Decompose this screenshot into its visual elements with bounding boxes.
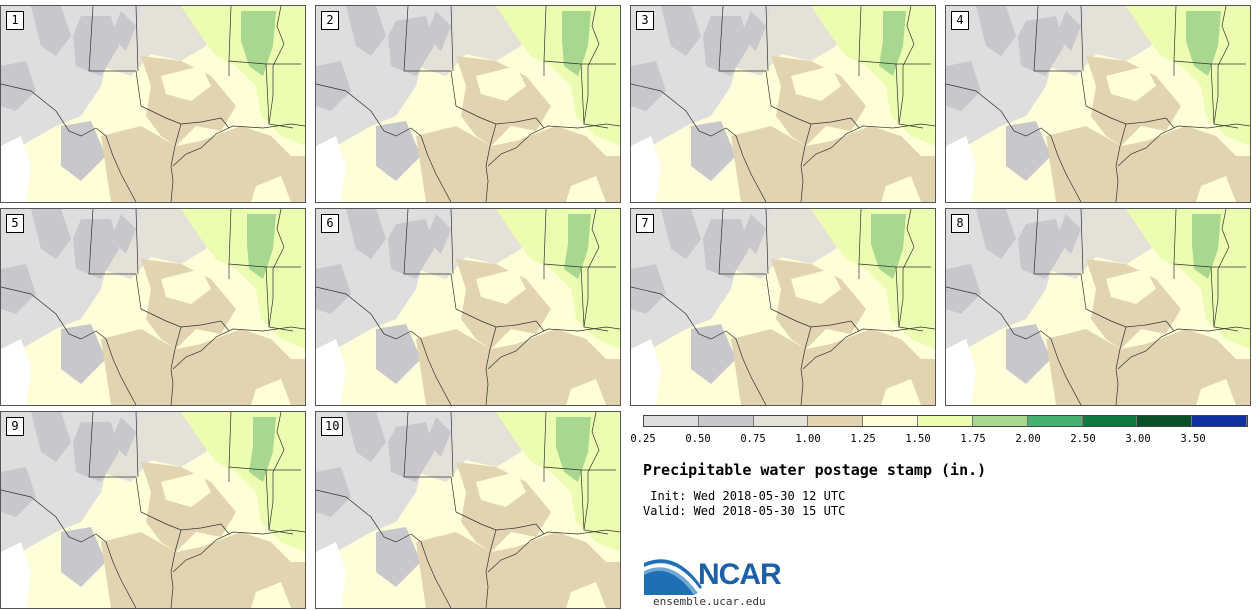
member-number-label: 5 bbox=[6, 214, 24, 233]
legend-swatch bbox=[753, 416, 809, 426]
legend-tick-label: 0.50 bbox=[685, 433, 711, 445]
member-number-label: 6 bbox=[321, 214, 339, 233]
member-number-label: 10 bbox=[321, 417, 344, 436]
member-number-label: 3 bbox=[636, 11, 654, 30]
color-legend: 0.25 0.50 0.75 1.00 1.25 1.50 1.75 2.00 2.50 3.00… bbox=[630, 415, 1248, 455]
precipitable-water-map bbox=[316, 209, 620, 405]
member-number-label: 9 bbox=[6, 417, 24, 436]
valid-time: Valid: Wed 2018-05-30 15 UTC bbox=[643, 504, 846, 518]
legend-swatch bbox=[972, 416, 1028, 426]
legend-swatch bbox=[1137, 416, 1193, 426]
precipitable-water-map bbox=[946, 209, 1250, 405]
legend-tick-label: 1.00 bbox=[795, 433, 821, 445]
member-number-label: 1 bbox=[6, 11, 24, 30]
legend-tick-label: 0.75 bbox=[740, 433, 766, 445]
site-url[interactable]: ensemble.ucar.edu bbox=[653, 595, 766, 608]
precipitable-water-map bbox=[316, 6, 620, 202]
member-panel: 2 bbox=[315, 5, 621, 203]
precipitable-water-map bbox=[316, 412, 620, 608]
legend-tick-label: 1.75 bbox=[960, 433, 986, 445]
legend-swatch bbox=[918, 416, 973, 426]
legend-tick-label: 1.50 bbox=[905, 433, 931, 445]
member-number-label: 4 bbox=[951, 11, 969, 30]
legend-tick-label: 2.50 bbox=[1070, 433, 1096, 445]
member-panel: 6 bbox=[315, 208, 621, 406]
legend-swatch bbox=[1027, 416, 1083, 426]
legend-tick-label: 3.50 bbox=[1180, 433, 1206, 445]
ncar-logo-text: NCAR bbox=[698, 558, 782, 591]
precipitable-water-map bbox=[1, 209, 305, 405]
legend-swatch bbox=[808, 416, 864, 426]
member-number-label: 8 bbox=[951, 214, 969, 233]
init-time: Init: Wed 2018-05-30 12 UTC bbox=[643, 489, 846, 503]
member-number-label: 2 bbox=[321, 11, 339, 30]
member-panel: 10 bbox=[315, 411, 621, 609]
member-panel: 4 bbox=[945, 5, 1251, 203]
member-number-label: 7 bbox=[636, 214, 654, 233]
member-panel: 1 bbox=[0, 5, 306, 203]
ncar-swoosh-icon bbox=[644, 559, 702, 595]
precipitable-water-map bbox=[631, 6, 935, 202]
legend-swatch bbox=[863, 416, 919, 426]
legend-tick-label: 0.25 bbox=[630, 433, 656, 445]
precipitable-water-map bbox=[946, 6, 1250, 202]
chart-title: Precipitable water postage stamp (in.) bbox=[643, 461, 987, 479]
legend-swatch bbox=[1192, 416, 1247, 426]
precipitable-water-map bbox=[1, 412, 305, 608]
member-panel: 5 bbox=[0, 208, 306, 406]
legend-color-bar bbox=[643, 415, 1248, 427]
member-panel: 9 bbox=[0, 411, 306, 609]
legend-tick-label: 2.00 bbox=[1015, 433, 1041, 445]
member-panel: 3 bbox=[630, 5, 936, 203]
legend-swatch bbox=[698, 416, 754, 426]
member-panel: 8 bbox=[945, 208, 1251, 406]
legend-swatch bbox=[1082, 416, 1138, 426]
legend-tick-label: 3.00 bbox=[1125, 433, 1151, 445]
legend-tick-label: 1.25 bbox=[850, 433, 876, 445]
ncar-logo: NCAR bbox=[642, 553, 792, 597]
precipitable-water-map bbox=[1, 6, 305, 202]
member-panel: 7 bbox=[630, 208, 936, 406]
precipitable-water-map bbox=[631, 209, 935, 405]
legend-swatch bbox=[644, 416, 699, 426]
